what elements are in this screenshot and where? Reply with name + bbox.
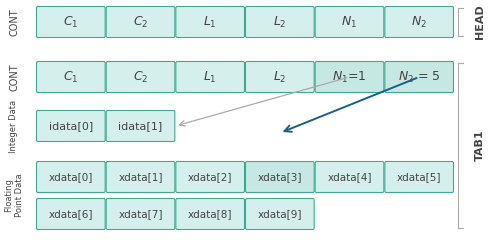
Text: $L_1$: $L_1$ <box>204 70 217 84</box>
Text: $C_2$: $C_2$ <box>133 14 148 30</box>
FancyBboxPatch shape <box>246 62 314 92</box>
FancyBboxPatch shape <box>176 6 244 38</box>
Text: $C_1$: $C_1$ <box>63 14 78 30</box>
Text: Floating
Point Data: Floating Point Data <box>4 174 24 217</box>
Text: $C_2$: $C_2$ <box>133 70 148 84</box>
FancyBboxPatch shape <box>315 6 384 38</box>
FancyBboxPatch shape <box>246 162 314 192</box>
FancyBboxPatch shape <box>36 6 105 38</box>
Text: $N_1$=1: $N_1$=1 <box>332 70 366 84</box>
Text: $N_2$: $N_2$ <box>411 14 427 30</box>
FancyBboxPatch shape <box>106 198 175 230</box>
FancyBboxPatch shape <box>106 162 175 192</box>
Text: $C_1$: $C_1$ <box>63 70 78 84</box>
Text: xdata[6]: xdata[6] <box>48 209 93 219</box>
Text: $N_2$ = 5: $N_2$ = 5 <box>398 70 440 84</box>
Text: xdata[5]: xdata[5] <box>397 172 442 182</box>
Text: xdata[4]: xdata[4] <box>327 172 372 182</box>
Text: xdata[1]: xdata[1] <box>118 172 163 182</box>
FancyBboxPatch shape <box>315 162 384 192</box>
FancyBboxPatch shape <box>385 62 454 92</box>
FancyBboxPatch shape <box>36 62 105 92</box>
FancyBboxPatch shape <box>315 62 384 92</box>
Text: xdata[7]: xdata[7] <box>118 209 163 219</box>
FancyBboxPatch shape <box>36 110 105 142</box>
Text: xdata[9]: xdata[9] <box>258 209 302 219</box>
FancyBboxPatch shape <box>106 6 175 38</box>
FancyBboxPatch shape <box>246 6 314 38</box>
FancyBboxPatch shape <box>385 6 454 38</box>
Text: CONT: CONT <box>9 63 19 91</box>
Text: $N_1$: $N_1$ <box>342 14 357 30</box>
Text: $L_2$: $L_2$ <box>273 14 286 30</box>
Text: xdata[2]: xdata[2] <box>188 172 232 182</box>
Text: CONT: CONT <box>9 8 19 36</box>
Text: Integer Data: Integer Data <box>10 100 18 152</box>
FancyBboxPatch shape <box>176 162 244 192</box>
Text: xdata[3]: xdata[3] <box>258 172 302 182</box>
Text: TAB1: TAB1 <box>475 130 485 161</box>
FancyBboxPatch shape <box>106 62 175 92</box>
FancyBboxPatch shape <box>36 198 105 230</box>
Text: xdata[8]: xdata[8] <box>188 209 232 219</box>
Text: xdata[0]: xdata[0] <box>48 172 93 182</box>
Text: HEAD: HEAD <box>475 4 485 39</box>
FancyBboxPatch shape <box>176 198 244 230</box>
FancyBboxPatch shape <box>106 110 175 142</box>
FancyBboxPatch shape <box>385 162 454 192</box>
FancyBboxPatch shape <box>36 162 105 192</box>
Text: idata[1]: idata[1] <box>118 121 162 131</box>
Text: $L_1$: $L_1$ <box>204 14 217 30</box>
Text: idata[0]: idata[0] <box>48 121 93 131</box>
FancyBboxPatch shape <box>246 198 314 230</box>
FancyBboxPatch shape <box>176 62 244 92</box>
Text: $L_2$: $L_2$ <box>273 70 286 84</box>
